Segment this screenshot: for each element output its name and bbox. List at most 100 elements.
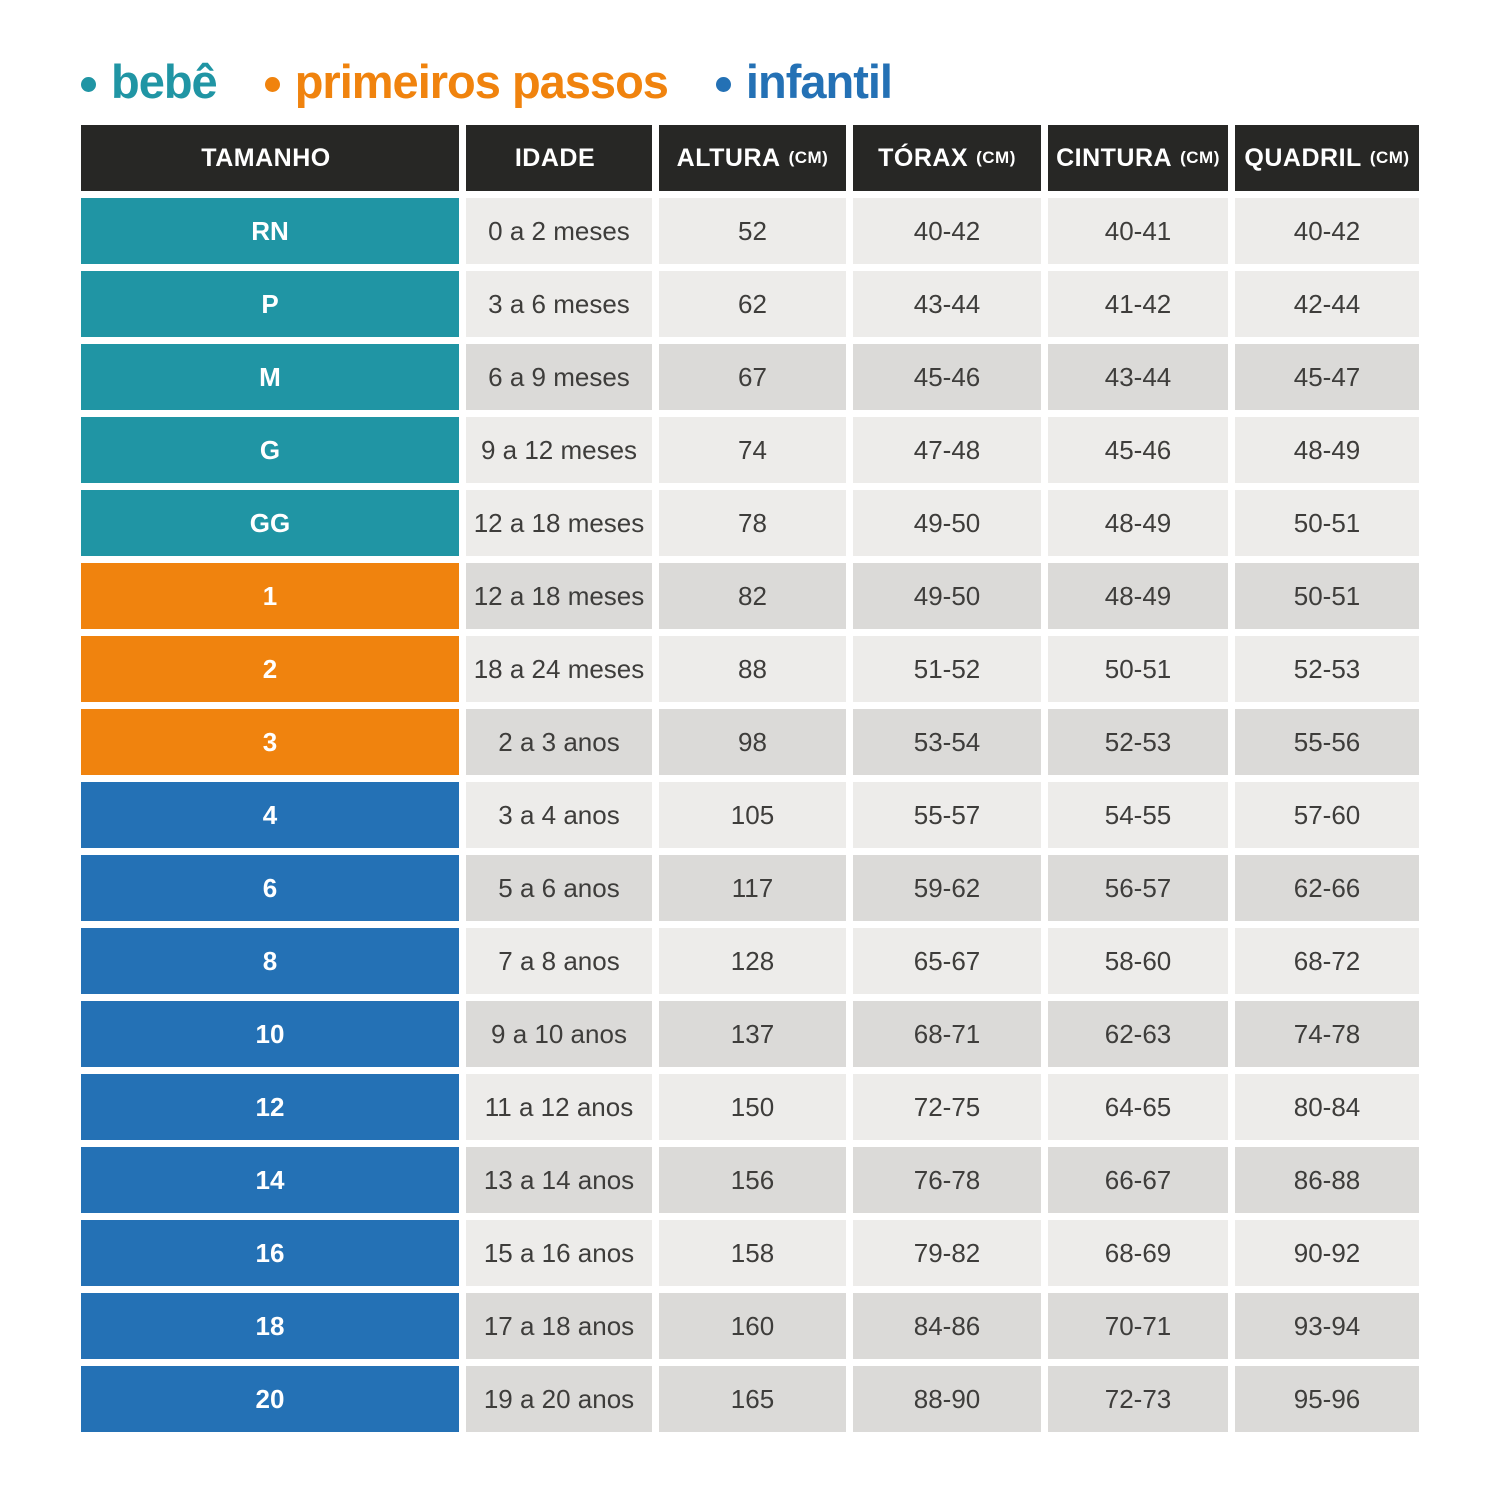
altura-cell: 78: [659, 490, 846, 556]
cintura-cell: 48-49: [1048, 563, 1228, 629]
size-chart-table: TAMANHO IDADE ALTURA (CM) TÓRAX (CM) CINTU…: [81, 125, 1419, 1432]
altura-cell: 52: [659, 198, 846, 264]
size-cell: P: [81, 271, 459, 337]
column-header-label: QUADRIL: [1244, 143, 1362, 172]
idade-cell: 12 a 18 meses: [466, 490, 652, 556]
column-header-unit: (CM): [1369, 148, 1410, 167]
torax-cell: 53-54: [853, 709, 1041, 775]
torax-cell: 72-75: [853, 1074, 1041, 1140]
column-header-unit: (CM): [788, 148, 829, 167]
quadril-cell: 86-88: [1235, 1147, 1419, 1213]
quadril-cell: 50-51: [1235, 563, 1419, 629]
size-cell: M: [81, 344, 459, 410]
torax-cell: 76-78: [853, 1147, 1041, 1213]
bullet-icon: [81, 76, 96, 92]
idade-cell: 3 a 6 meses: [466, 271, 652, 337]
torax-cell: 51-52: [853, 636, 1041, 702]
idade-cell: 13 a 14 anos: [466, 1147, 652, 1213]
idade-cell: 12 a 18 meses: [466, 563, 652, 629]
cintura-cell: 48-49: [1048, 490, 1228, 556]
legend-item-infantil: infantil: [715, 54, 893, 109]
torax-cell: 79-82: [853, 1220, 1041, 1286]
cintura-cell: 56-57: [1048, 855, 1228, 921]
quadril-cell: 57-60: [1235, 782, 1419, 848]
size-cell: 14: [81, 1147, 459, 1213]
size-cell: 18: [81, 1293, 459, 1359]
cintura-cell: 62-63: [1048, 1001, 1228, 1067]
idade-cell: 19 a 20 anos: [466, 1366, 652, 1432]
altura-cell: 98: [659, 709, 846, 775]
size-cell: 2: [81, 636, 459, 702]
altura-cell: 137: [659, 1001, 846, 1067]
quadril-cell: 48-49: [1235, 417, 1419, 483]
altura-cell: 74: [659, 417, 846, 483]
cintura-cell: 72-73: [1048, 1366, 1228, 1432]
idade-cell: 9 a 10 anos: [466, 1001, 652, 1067]
size-cell: 8: [81, 928, 459, 994]
legend-item-primeiros-passos: primeiros passos: [264, 54, 669, 109]
idade-cell: 9 a 12 meses: [466, 417, 652, 483]
quadril-cell: 50-51: [1235, 490, 1419, 556]
column-header-cintura: CINTURA (CM): [1048, 125, 1228, 191]
quadril-cell: 55-56: [1235, 709, 1419, 775]
torax-cell: 84-86: [853, 1293, 1041, 1359]
idade-cell: 18 a 24 meses: [466, 636, 652, 702]
column-header-label: ALTURA: [676, 143, 781, 172]
column-header-label: IDADE: [514, 143, 596, 172]
cintura-cell: 64-65: [1048, 1074, 1228, 1140]
torax-cell: 49-50: [853, 563, 1041, 629]
bullet-icon: [264, 76, 280, 92]
idade-cell: 3 a 4 anos: [466, 782, 652, 848]
size-cell: G: [81, 417, 459, 483]
size-cell: 16: [81, 1220, 459, 1286]
legend-item-bebe: bebê: [81, 54, 218, 109]
cintura-cell: 50-51: [1048, 636, 1228, 702]
cintura-cell: 66-67: [1048, 1147, 1228, 1213]
column-header-altura: ALTURA (CM): [659, 125, 846, 191]
quadril-cell: 80-84: [1235, 1074, 1419, 1140]
torax-cell: 43-44: [853, 271, 1041, 337]
legend-label-primeiros-passos: primeiros passos: [294, 54, 669, 108]
size-cell: 1: [81, 563, 459, 629]
size-group-legend: bebê primeiros passos infantil: [81, 48, 893, 114]
cintura-cell: 45-46: [1048, 417, 1228, 483]
idade-cell: 5 a 6 anos: [466, 855, 652, 921]
column-header-idade: IDADE: [466, 125, 652, 191]
idade-cell: 7 a 8 anos: [466, 928, 652, 994]
altura-cell: 160: [659, 1293, 846, 1359]
quadril-cell: 68-72: [1235, 928, 1419, 994]
quadril-cell: 52-53: [1235, 636, 1419, 702]
idade-cell: 6 a 9 meses: [466, 344, 652, 410]
cintura-cell: 40-41: [1048, 198, 1228, 264]
idade-cell: 15 a 16 anos: [466, 1220, 652, 1286]
torax-cell: 68-71: [853, 1001, 1041, 1067]
torax-cell: 65-67: [853, 928, 1041, 994]
size-cell: 10: [81, 1001, 459, 1067]
quadril-cell: 42-44: [1235, 271, 1419, 337]
altura-cell: 117: [659, 855, 846, 921]
column-header-unit: (CM): [976, 148, 1016, 167]
legend-label-bebe: bebê: [111, 54, 218, 108]
column-header-torax: TÓRAX (CM): [853, 125, 1041, 191]
size-cell: 12: [81, 1074, 459, 1140]
altura-cell: 105: [659, 782, 846, 848]
torax-cell: 88-90: [853, 1366, 1041, 1432]
cintura-cell: 70-71: [1048, 1293, 1228, 1359]
torax-cell: 59-62: [853, 855, 1041, 921]
column-header-label: TAMANHO: [201, 143, 331, 172]
cintura-cell: 68-69: [1048, 1220, 1228, 1286]
altura-cell: 158: [659, 1220, 846, 1286]
torax-cell: 40-42: [853, 198, 1041, 264]
torax-cell: 55-57: [853, 782, 1041, 848]
size-cell: 20: [81, 1366, 459, 1432]
size-cell: GG: [81, 490, 459, 556]
size-cell: 4: [81, 782, 459, 848]
altura-cell: 82: [659, 563, 846, 629]
altura-cell: 62: [659, 271, 846, 337]
cintura-cell: 43-44: [1048, 344, 1228, 410]
column-header-label: CINTURA: [1056, 143, 1173, 172]
column-header-unit: (CM): [1180, 148, 1220, 167]
column-header-quadril: QUADRIL (CM): [1235, 125, 1419, 191]
quadril-cell: 95-96: [1235, 1366, 1419, 1432]
legend-label-infantil: infantil: [745, 54, 893, 108]
